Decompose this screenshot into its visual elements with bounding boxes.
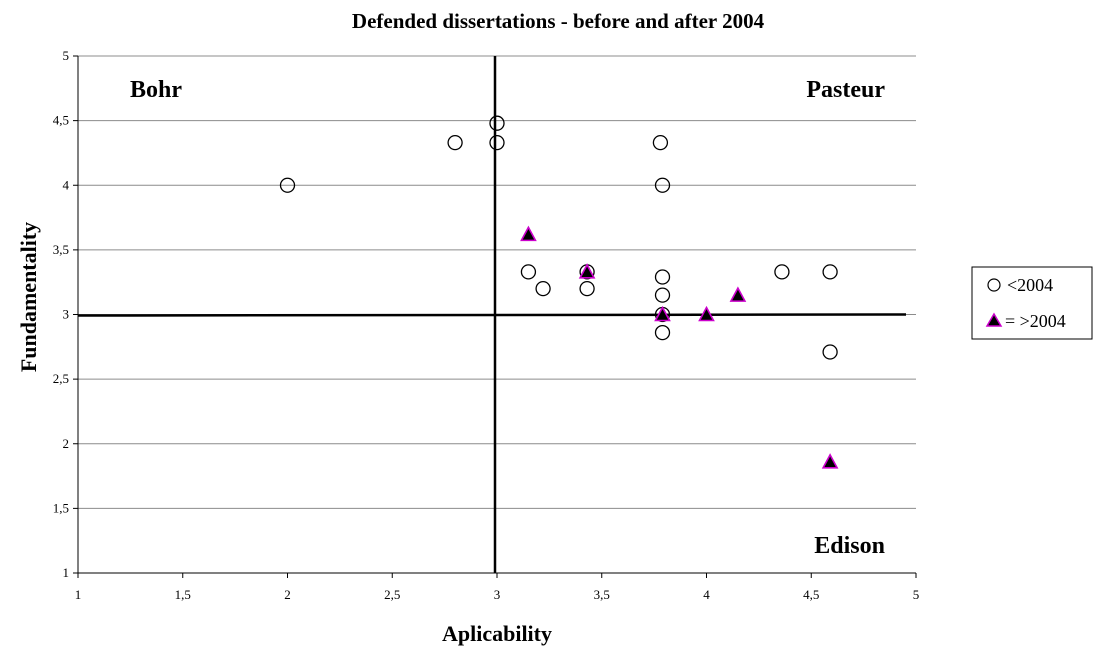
legend-label-before-2004: <2004 (1007, 275, 1053, 295)
data-point-before-2004 (654, 269, 671, 285)
x-axis-title: Aplicability (442, 621, 552, 646)
data-point-after-2004 (578, 263, 596, 279)
data-point-before-2004 (489, 134, 505, 151)
data-point-before-2004 (279, 177, 296, 193)
quadrant-label-bohr: Bohr (130, 77, 182, 103)
y-tick-label: 2 (63, 436, 70, 451)
x-tick-label: 3 (494, 587, 501, 602)
x-tick-label: 4 (703, 587, 710, 602)
data-point-after-2004 (520, 225, 537, 242)
x-tick-label: 3,5 (594, 587, 610, 602)
data-point-after-2004 (729, 286, 747, 302)
x-tick-label: 2 (284, 587, 291, 602)
data-point-after-2004 (821, 453, 839, 469)
x-tick-label: 1,5 (175, 587, 191, 602)
x-tick-label: 5 (913, 587, 920, 602)
quadrant-label-edison: Edison (814, 533, 885, 559)
data-point-before-2004 (535, 280, 551, 297)
legend-box (971, 266, 1093, 340)
data-point-before-2004 (654, 177, 671, 193)
data-point-before-2004 (489, 115, 505, 131)
x-tick-label: 1 (75, 587, 82, 602)
data-points (279, 115, 839, 469)
legend: <2004 = >2004 (971, 266, 1093, 340)
y-tick-label: 5 (63, 48, 70, 63)
data-point-before-2004 (520, 264, 537, 280)
y-tick-label: 4,5 (53, 113, 69, 128)
data-point-before-2004 (579, 280, 595, 297)
quadrant-reference-lines (77, 56, 907, 573)
data-point-before-2004 (652, 134, 669, 151)
y-tick-label: 3,5 (53, 242, 69, 257)
y-tick-label: 2,5 (53, 371, 69, 386)
data-point-before-2004 (654, 287, 671, 303)
x-axis-ticks: 1 1,5 2 2,5 3 3,5 4 4,5 5 (75, 573, 920, 602)
data-point-before-2004 (774, 264, 790, 280)
y-tick-label: 1,5 (53, 500, 69, 515)
data-point-before-2004 (654, 324, 671, 341)
data-point-after-2004 (654, 305, 671, 322)
data-point-before-2004 (822, 344, 838, 360)
chart-title: Defended dissertations - before and afte… (352, 9, 765, 33)
y-tick-label: 4 (63, 177, 70, 192)
data-point-after-2004 (698, 305, 715, 322)
y-tick-label: 1 (63, 565, 70, 580)
legend-marker-after-2004 (985, 312, 1003, 327)
y-tick-label: 3 (63, 307, 70, 322)
y-axis-ticks: 1 1,5 2 2,5 3 3,5 4 4,5 5 (53, 48, 78, 580)
x-tick-label: 4,5 (803, 587, 819, 602)
horizontal-reference-line (77, 313, 907, 317)
y-axis-title: Fundamentality (16, 222, 41, 372)
data-point-before-2004 (822, 264, 838, 280)
x-tick-label: 2,5 (384, 587, 400, 602)
quadrant-label-pasteur: Pasteur (806, 77, 885, 103)
legend-label-after-2004: = >2004 (1005, 311, 1066, 331)
legend-marker-before-2004 (987, 278, 1001, 292)
data-point-before-2004 (447, 134, 463, 151)
